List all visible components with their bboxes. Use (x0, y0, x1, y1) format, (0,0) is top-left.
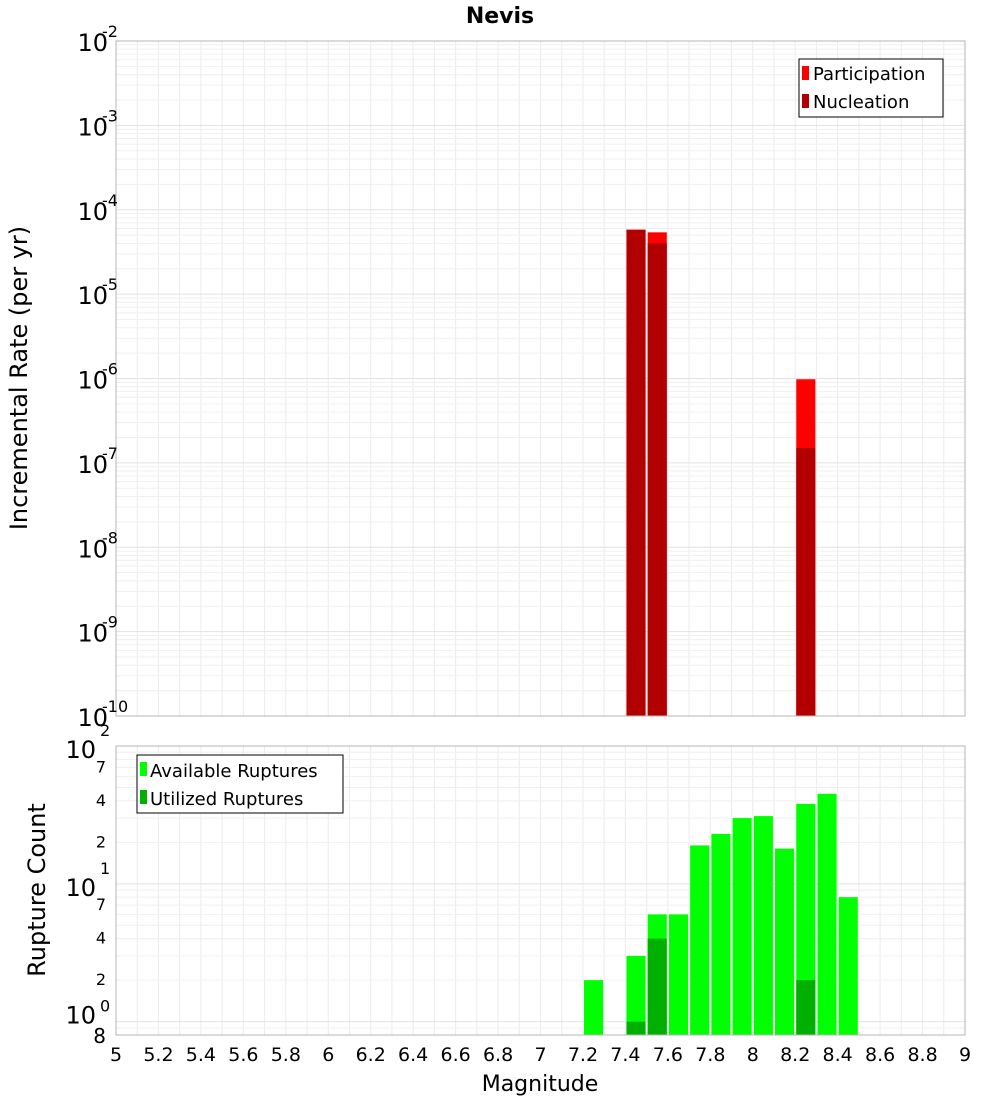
top-ytick-exp-4: -6 (102, 360, 118, 379)
top-ytick-exp-8: -2 (102, 22, 118, 41)
top-ytick-base-8: 10 (77, 29, 108, 57)
top-ytick-base-0: 10 (77, 704, 108, 732)
bottom-legend: Available Ruptures Utilized Ruptures (136, 754, 344, 814)
top-bar-b-1 (647, 243, 667, 717)
x-tick-labels: 5 5.2 5.4 5.6 5.8 6 6.2 6.4 6.6 6.8 7 7.2 7.4 7.6 7.8 8… (110, 1044, 971, 1066)
top-ytick-exp-2: -8 (102, 528, 118, 547)
xtick-label-6: 6.2 (356, 1044, 386, 1066)
bottom-plot-frame (115, 745, 966, 1036)
xtick-label-18: 8.6 (865, 1044, 895, 1066)
bottom-ytick-minor-0: 8 (93, 1024, 106, 1048)
chart-title: Nevis (466, 4, 534, 29)
bottom-bar-b-1 (647, 938, 667, 1035)
top-bar-b-0 (626, 229, 646, 717)
top-ytick-base-2: 10 (77, 535, 108, 563)
top-ytick-base-1: 10 (77, 620, 108, 648)
xtick-label-5: 6 (322, 1044, 334, 1066)
xtick-label-19: 8.8 (907, 1044, 937, 1066)
bottom-ytick-minor-1: 2 (96, 970, 106, 989)
xtick-label-1: 5.2 (143, 1044, 173, 1066)
top-ytick-base-3: 10 (77, 451, 108, 479)
bottom-bar-b-2 (796, 980, 816, 1035)
top-bar-b-2 (796, 448, 816, 716)
bottom-bar-a-9 (796, 803, 816, 1035)
top-ytick-exp-3: -7 (102, 444, 118, 463)
top-ytick-exp-0: -10 (102, 697, 128, 716)
xtick-label-20: 9 (959, 1044, 971, 1066)
top-ytick-base-5: 10 (77, 282, 108, 310)
xtick-label-7: 6.4 (398, 1044, 428, 1066)
bottom-y-axis-label: Rupture Count (23, 803, 51, 977)
xtick-label-9: 6.8 (483, 1044, 513, 1066)
top-plot-frame (115, 40, 966, 717)
xtick-label-11: 7.2 (568, 1044, 598, 1066)
bottom-ytick-exp-0: 0 (100, 997, 110, 1016)
legend-swatch-nucleation (802, 94, 809, 108)
top-ytick-exp-6: -4 (102, 191, 118, 210)
bottom-bar-a-4 (690, 845, 710, 1035)
legend-swatch-participation (802, 66, 809, 80)
xtick-label-13: 7.6 (653, 1044, 683, 1066)
top-grid (115, 41, 966, 717)
bottom-legend-box (136, 754, 344, 814)
legend-swatch-available (140, 762, 147, 776)
bottom-bar-a-1 (626, 955, 646, 1035)
x-axis-label: Magnitude (482, 1072, 599, 1097)
bottom-ytick-exp-2: 2 (100, 721, 110, 740)
bottom-ytick-base-0: 10 (65, 1002, 96, 1030)
bottom-bar-a-11 (838, 897, 858, 1035)
top-ytick-base-7: 10 (77, 113, 108, 141)
bottom-bar-a-8 (775, 848, 795, 1035)
xtick-label-4: 5.8 (271, 1044, 301, 1066)
xtick-label-2: 5.4 (186, 1044, 216, 1066)
bottom-ytick-minor-5: 4 (96, 791, 106, 810)
xtick-label-15: 8 (747, 1044, 759, 1066)
top-ytick-exp-5: -5 (102, 275, 118, 294)
bottom-bar-a-7 (753, 816, 773, 1035)
bottom-ytick-minor-4: 2 (96, 832, 106, 851)
top-legend: Participation Nucleation (798, 58, 944, 118)
top-bars (626, 229, 816, 717)
top-ytick-base-6: 10 (77, 198, 108, 226)
xtick-label-3: 5.6 (228, 1044, 258, 1066)
bottom-bars (584, 793, 858, 1035)
bottom-ytick-minor-2: 4 (96, 929, 106, 948)
bottom-bar-b-0 (626, 1021, 646, 1035)
bottom-ytick-exp-1: 1 (100, 859, 110, 878)
bottom-bar-a-0 (584, 980, 604, 1035)
bottom-bar-a-10 (817, 793, 837, 1035)
top-ytick-exp-1: -9 (102, 613, 118, 632)
xtick-label-10: 7 (534, 1044, 546, 1066)
legend-label-utilized: Utilized Ruptures (150, 789, 303, 810)
bottom-ytick-base-2: 10 (65, 736, 96, 764)
top-y-axis-label: Incremental Rate (per yr) (5, 226, 33, 530)
legend-swatch-utilized (140, 790, 147, 804)
top-ytick-base-4: 10 (77, 367, 108, 395)
top-ytick-exp-7: -3 (102, 106, 118, 125)
xtick-label-8: 6.6 (440, 1044, 470, 1066)
xtick-label-0: 5 (110, 1044, 122, 1066)
top-legend-box (798, 58, 944, 118)
legend-label-participation: Participation (813, 64, 925, 85)
legend-label-available: Available Ruptures (150, 761, 318, 782)
bottom-bar-a-3 (668, 914, 689, 1035)
xtick-label-14: 7.8 (695, 1044, 725, 1066)
xtick-label-16: 8.2 (780, 1044, 810, 1066)
xtick-label-12: 7.4 (610, 1044, 640, 1066)
bottom-ytick-base-1: 10 (65, 874, 96, 902)
bottom-bar-a-6 (732, 818, 752, 1035)
bottom-bar-a-5 (711, 833, 731, 1035)
bottom-ytick-minor-6: 7 (96, 757, 106, 776)
legend-label-nucleation: Nucleation (813, 92, 909, 113)
xtick-label-17: 8.4 (823, 1044, 853, 1066)
bottom-ytick-minor-3: 7 (96, 895, 106, 914)
